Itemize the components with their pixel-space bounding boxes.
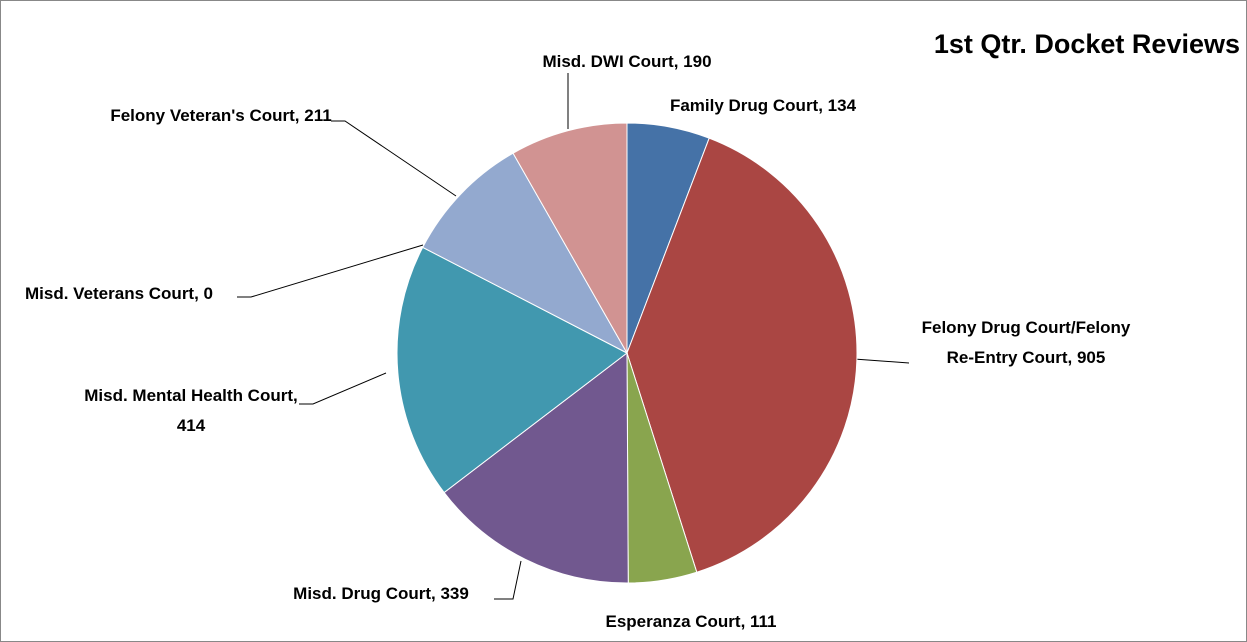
data-label: Felony Veteran's Court, 211: [110, 106, 332, 125]
leader-line: [237, 244, 424, 298]
leader-line: [853, 358, 910, 364]
data-label: Felony Drug Court/Felony Re-Entry Court,…: [921, 318, 1131, 367]
pie-slice: [512, 122, 628, 355]
leader-lines: [237, 73, 910, 600]
data-label: Family Drug Court, 134: [669, 96, 857, 115]
leader-line: [299, 372, 387, 405]
data-label: Esperanza Court, 111: [605, 612, 777, 631]
pie-slice: [396, 246, 628, 494]
leader-line: [331, 120, 457, 197]
data-label: Misd. DWI Court, 190: [542, 52, 712, 71]
chart-title: 1st Qtr. Docket Reviews: [933, 29, 1240, 59]
pie-slice: [422, 152, 629, 355]
pie-slice: [626, 137, 858, 573]
data-label: Misd. Mental Health Court, 414: [84, 386, 298, 435]
data-label: Misd. Drug Court, 339: [293, 584, 469, 603]
leader-line: [494, 560, 522, 600]
data-label: Misd. Veterans Court, 0: [25, 284, 213, 303]
pie-slice: [443, 351, 629, 584]
